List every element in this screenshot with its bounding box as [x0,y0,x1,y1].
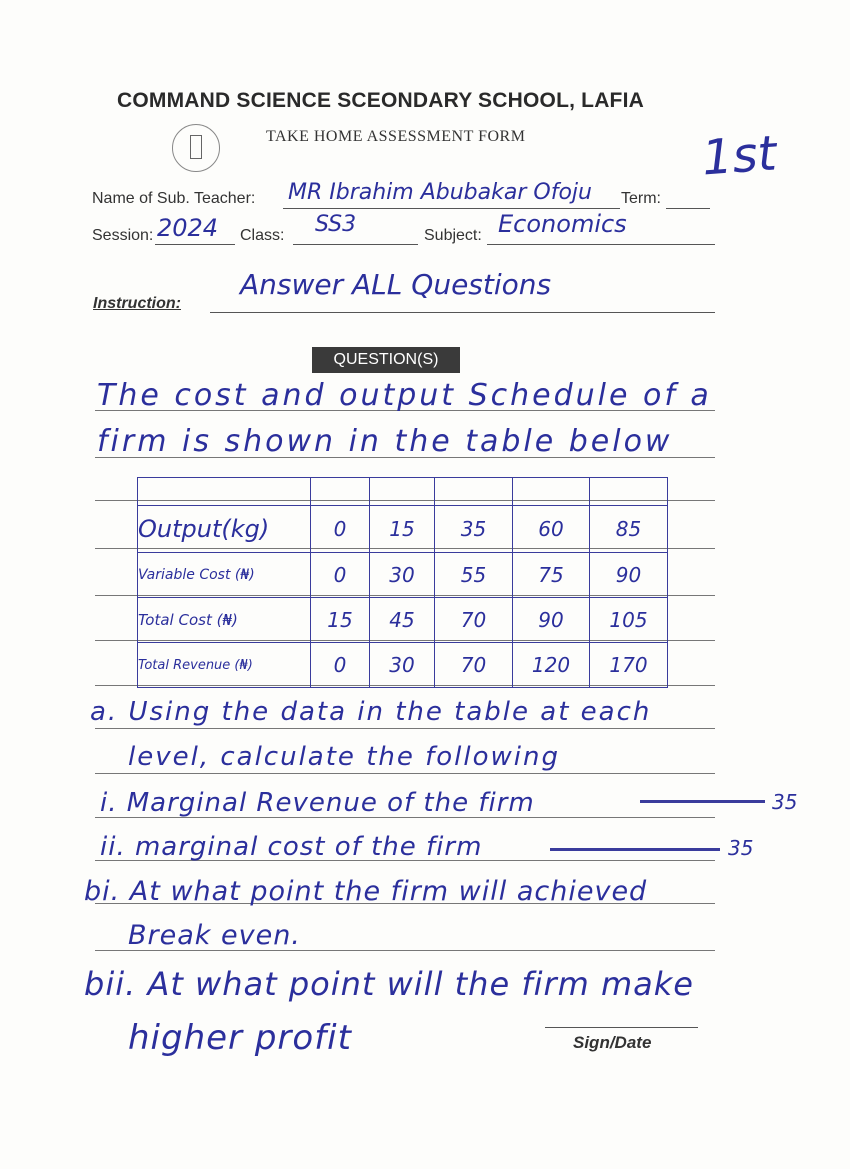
table-row: Total Cost (₦) 15 45 70 90 105 [137,597,668,643]
question-badge: QUESTION(S) [312,347,460,373]
table-row: Variable Cost (₦) 0 30 55 75 90 [137,552,668,598]
school-name: COMMAND SCIENCE SCEONDARY SCHOOL, LAFIA [117,89,644,112]
scribble-strikeout [550,848,720,851]
session-label: Session: [92,227,154,244]
class-value: SS3 [315,212,357,237]
part-a-i-tail: 35 [772,790,798,814]
subject-label: Subject: [424,227,482,244]
question-intro-line2: firm is shown in the table below [97,424,673,459]
school-seal-logo [172,124,220,172]
class-label: Class: [240,227,285,244]
part-a-ii: ii. marginal cost of the firm [100,832,483,862]
cell: 70 [434,642,513,688]
cell: 55 [434,552,513,598]
term-label: Term: [621,190,661,207]
instruction-value: Answer ALL Questions [240,268,552,301]
part-a-line2: level, calculate the following [128,742,561,772]
part-a-line1: a. Using the data in the table at each [90,697,652,727]
session-value: 2024 [157,214,219,242]
cell: 35 [434,505,513,553]
cell: 45 [369,597,435,643]
row-label: Total Cost (₦) [137,597,311,643]
table-row: Output(kg) 0 15 35 60 85 [137,505,668,553]
row-label: Variable Cost (₦) [137,552,311,598]
cell: 90 [589,552,668,598]
form-title: TAKE HOME ASSESSMENT FORM [266,128,526,145]
sign-date-label: Sign/Date [573,1033,652,1052]
cell: 70 [434,597,513,643]
cell: 15 [310,597,370,643]
term-value: 1st [700,125,779,187]
cell: 120 [512,642,590,688]
part-a-i: i. Marginal Revenue of the firm [100,788,535,818]
part-bii-line1: bii. At what point will the firm make [84,965,694,1003]
cell: 0 [310,552,370,598]
cell: 30 [369,642,435,688]
teacher-label: Name of Sub. Teacher: [92,190,256,207]
question-intro-line1: The cost and output Schedule of a [97,378,712,413]
table-row: Total Revenue (₦) 0 30 70 120 170 [137,642,668,688]
cell: 15 [369,505,435,553]
cell: 0 [310,505,370,553]
cell: 170 [589,642,668,688]
signature-line [545,1027,698,1028]
scribble-strikeout [640,800,765,803]
part-bii-line2: higher profit [128,1018,352,1058]
cell: 85 [589,505,668,553]
cell: 90 [512,597,590,643]
cell: 75 [512,552,590,598]
cost-output-table: Output(kg) 0 15 35 60 85 Variable Cost (… [137,477,668,688]
cell: 105 [589,597,668,643]
cell: 0 [310,642,370,688]
row-label: Output(kg) [137,505,311,553]
row-label: Total Revenue (₦) [137,642,311,688]
part-bi-line2: Break even. [128,920,301,951]
part-a-ii-tail: 35 [728,836,754,860]
cell: 30 [369,552,435,598]
teacher-value: MR Ibrahim Abubakar Ofoju [288,180,592,205]
cell: 60 [512,505,590,553]
part-bi-line1: bi. At what point the firm will achieved [84,876,648,907]
subject-value: Economics [498,210,627,238]
instruction-label: Instruction: [93,295,181,312]
